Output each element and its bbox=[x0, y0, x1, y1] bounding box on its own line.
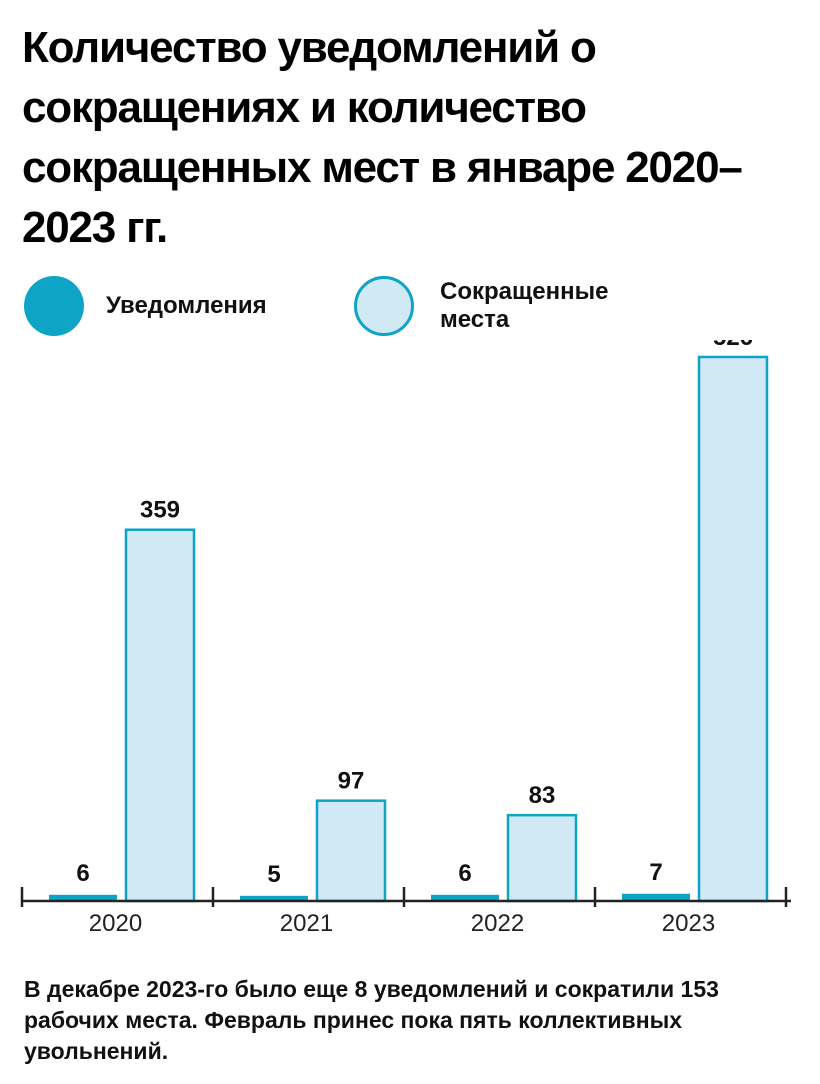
data-label-notifications-2021: 5 bbox=[267, 861, 280, 888]
legend-label-notifications: Уведомления bbox=[106, 292, 267, 319]
bar-positions-2023 bbox=[697, 355, 769, 903]
legend-item-notifications: Уведомления bbox=[24, 276, 267, 336]
bar-positions-2020 bbox=[124, 528, 196, 903]
bar-notifications-2023 bbox=[622, 893, 690, 901]
bar-positions-2021 bbox=[315, 799, 387, 903]
bar-chart: 6 359 2020 5 97 2021 6 83 2022 7 526 2023 bbox=[20, 340, 791, 937]
x-tick-label-2022: 2022 bbox=[471, 910, 524, 937]
x-tick-label-2023: 2023 bbox=[662, 910, 715, 937]
x-tick-label-2021: 2021 bbox=[280, 910, 333, 937]
footnote: В декабре 2023-го было еще 8 уведомлений… bbox=[24, 976, 719, 1064]
legend-swatch-notifications bbox=[24, 276, 84, 336]
bar-positions-2022 bbox=[506, 813, 578, 903]
data-label-notifications-2020: 6 bbox=[76, 860, 89, 887]
chart-title: Количество уведомлений о сокращениях и к… bbox=[22, 23, 743, 252]
bar-notifications-2022 bbox=[431, 894, 499, 901]
data-label-notifications-2023: 7 bbox=[649, 859, 662, 886]
data-label-positions-2023: 526 bbox=[713, 340, 753, 351]
data-label-positions-2022: 83 bbox=[529, 782, 556, 809]
legend-label-positions: Сокращенные места bbox=[440, 278, 609, 333]
data-label-positions-2021: 97 bbox=[338, 768, 365, 795]
data-label-notifications-2022: 6 bbox=[458, 860, 471, 887]
bar-notifications-2021 bbox=[240, 895, 308, 901]
data-label-positions-2020: 359 bbox=[140, 497, 180, 524]
bar-notifications-2020 bbox=[49, 894, 117, 901]
x-tick-label-2020: 2020 bbox=[89, 910, 142, 937]
legend-swatch-positions bbox=[354, 276, 414, 336]
legend-item-positions: Сокращенные места bbox=[354, 276, 670, 336]
